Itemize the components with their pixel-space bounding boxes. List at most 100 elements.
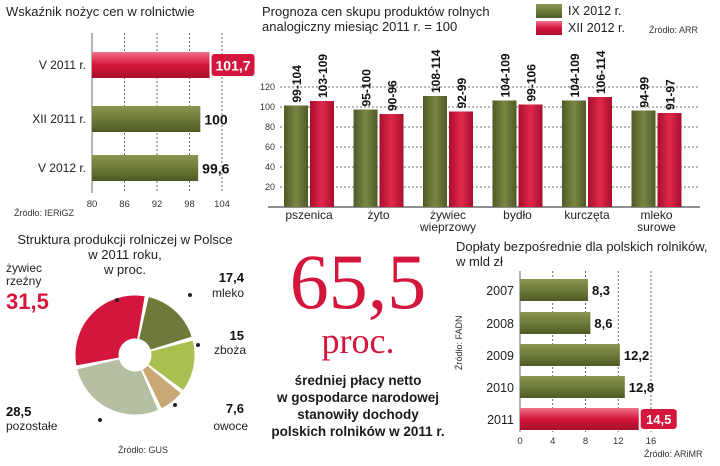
scissors-category-label: V 2011 r. [39,58,86,72]
payments-tick-label: 0 [517,436,522,447]
payments-value-label: 8,3 [592,283,610,298]
legend-swatch-ix [536,4,562,18]
scissors-bar [92,52,210,78]
scissors-bar [92,155,199,181]
scissors-chart: 80 86 92 98 104 V 2011 r. 101,7 XII 2011 r. 100 V… [32,33,255,210]
forecast-range-label: 91-97 [664,79,678,110]
forecast-range-label: 103-109 [316,54,330,98]
forecast-bar-ix [492,100,517,207]
forecast-tick-label: 20 [265,182,275,192]
slice-mleko [137,295,193,351]
highlight-text: średniej płacy netto w gospodarce narodo… [258,372,458,440]
forecast-chart: IX 2012 r. XII 2012 r. 20 40 60 80 100 120 99-10… [260,4,700,234]
payments-category-label: 2008 [486,317,514,331]
structure-value-label: 7,6 [226,401,244,416]
highlight-text-line2: w gospodarce narodowej [276,390,440,405]
forecast-category-label: żyto [367,208,389,222]
payments-bar [520,279,588,301]
forecast-category-label: mleko [640,208,672,222]
highlight-unit: proc. [321,321,395,361]
payments-category-label: 2007 [486,284,514,298]
payments-value-label: 8,6 [594,316,612,331]
forecast-title-line1: Prognoza cen skupu produktów rolnych [262,4,490,19]
scissors-tick-label: 80 [87,199,98,210]
structure-value-label: 28,5 [6,404,31,419]
payments-tick-label: 4 [550,436,555,447]
structure-value-label: 15 [230,328,244,343]
legend-label-ix: IX 2012 r. [568,4,622,18]
payments-value-label: 12,8 [629,380,654,395]
forecast-category-label: kurczęta [564,208,610,222]
scissors-tick-label: 98 [184,199,195,210]
payments-category-label: 2009 [486,349,514,363]
forecast-range-label: 106-114 [594,50,608,94]
highlight-text-line1: średniej płacy netto [294,373,422,388]
payments-tick-label: 16 [646,436,657,447]
scissors-tick-label: 86 [119,199,130,210]
structure-slice-label: owoce [213,419,248,433]
forecast-category-label: wieprzowy [419,220,476,234]
structure-title-line3: w proc. [104,262,146,277]
forecast-bar-xii [518,104,543,207]
legend-swatch-xii [536,21,562,35]
structure-slice-label: żywiec [6,261,42,275]
forecast-tick-label: 40 [265,162,275,172]
forecast-range-label: 104-109 [499,53,513,97]
scissors-value-badge [211,54,255,76]
scissors-source: Źródło: IERiGZ [14,208,75,218]
structure-title-line1: Struktura produkcji rolniczej w Polsce [17,232,233,247]
forecast-range-label: 99-104 [290,65,304,103]
forecast-source: Źródło: ARR [649,25,699,35]
scissors-value-label: 100 [204,112,228,128]
slice-zboza [147,339,196,392]
forecast-bar-ix [284,105,308,207]
forecast-tick-label: 60 [265,142,275,152]
forecast-range-label: 90-96 [386,80,400,111]
forecast-tick-label: 80 [265,122,275,132]
scissors-category-label: XII 2011 r. [32,112,86,126]
forecast-tick-label: 100 [260,102,275,112]
payments-category-label: 2011 [487,413,514,427]
payments-value-label: 12,2 [624,348,649,363]
payments-bar [520,376,625,398]
scissors-category-label: V 2012 r. [38,161,86,175]
payments-tick-label: 12 [613,436,624,447]
slice-owoce [141,364,183,410]
payments-title-line2: w mld zł [456,254,503,269]
forecast-range-label: 95-100 [360,69,374,107]
payments-tick-label: 8 [583,436,588,447]
scissors-value-label: 101,7 [216,58,251,74]
forecast-range-label: 104-109 [568,53,582,97]
forecast-bar-xii [449,111,473,207]
structure-slice-label: pozostałe [6,419,58,433]
structure-value-label: 31,5 [6,289,49,314]
forecast-category-label: surowe [637,220,676,234]
forecast-bar-xii [657,113,682,207]
structure-leader-dot [115,298,119,302]
payments-category-label: 2010 [486,381,514,395]
forecast-category-label: żywiec [430,208,466,222]
forecast-category-label: bydło [503,208,532,222]
scissors-bar [92,106,201,132]
payments-bar [520,344,620,366]
forecast-range-label: 108-114 [429,49,443,93]
forecast-bar-xii [588,97,612,207]
payments-title-line1: Dopłaty bezpośrednie dla polskich rolnik… [456,239,708,254]
highlight-value: 65,5 [289,238,427,325]
forecast-bar-ix [631,110,656,207]
slice-zywiec [74,294,146,367]
forecast-bar-xii [379,114,404,207]
structure-leader-dot [196,343,200,347]
forecast-range-label: 99-106 [525,64,539,102]
scissors-value-label: 99,6 [202,161,229,177]
structure-slice-label: mleko [212,286,244,300]
forecast-tick-label: 120 [260,82,275,92]
forecast-bar-xii [310,101,334,207]
structure-value-label: 17,4 [219,270,245,285]
scissors-tick-label: 104 [214,199,230,210]
structure-slice-label: zboża [214,343,246,357]
structure-leader-dot [173,403,177,407]
